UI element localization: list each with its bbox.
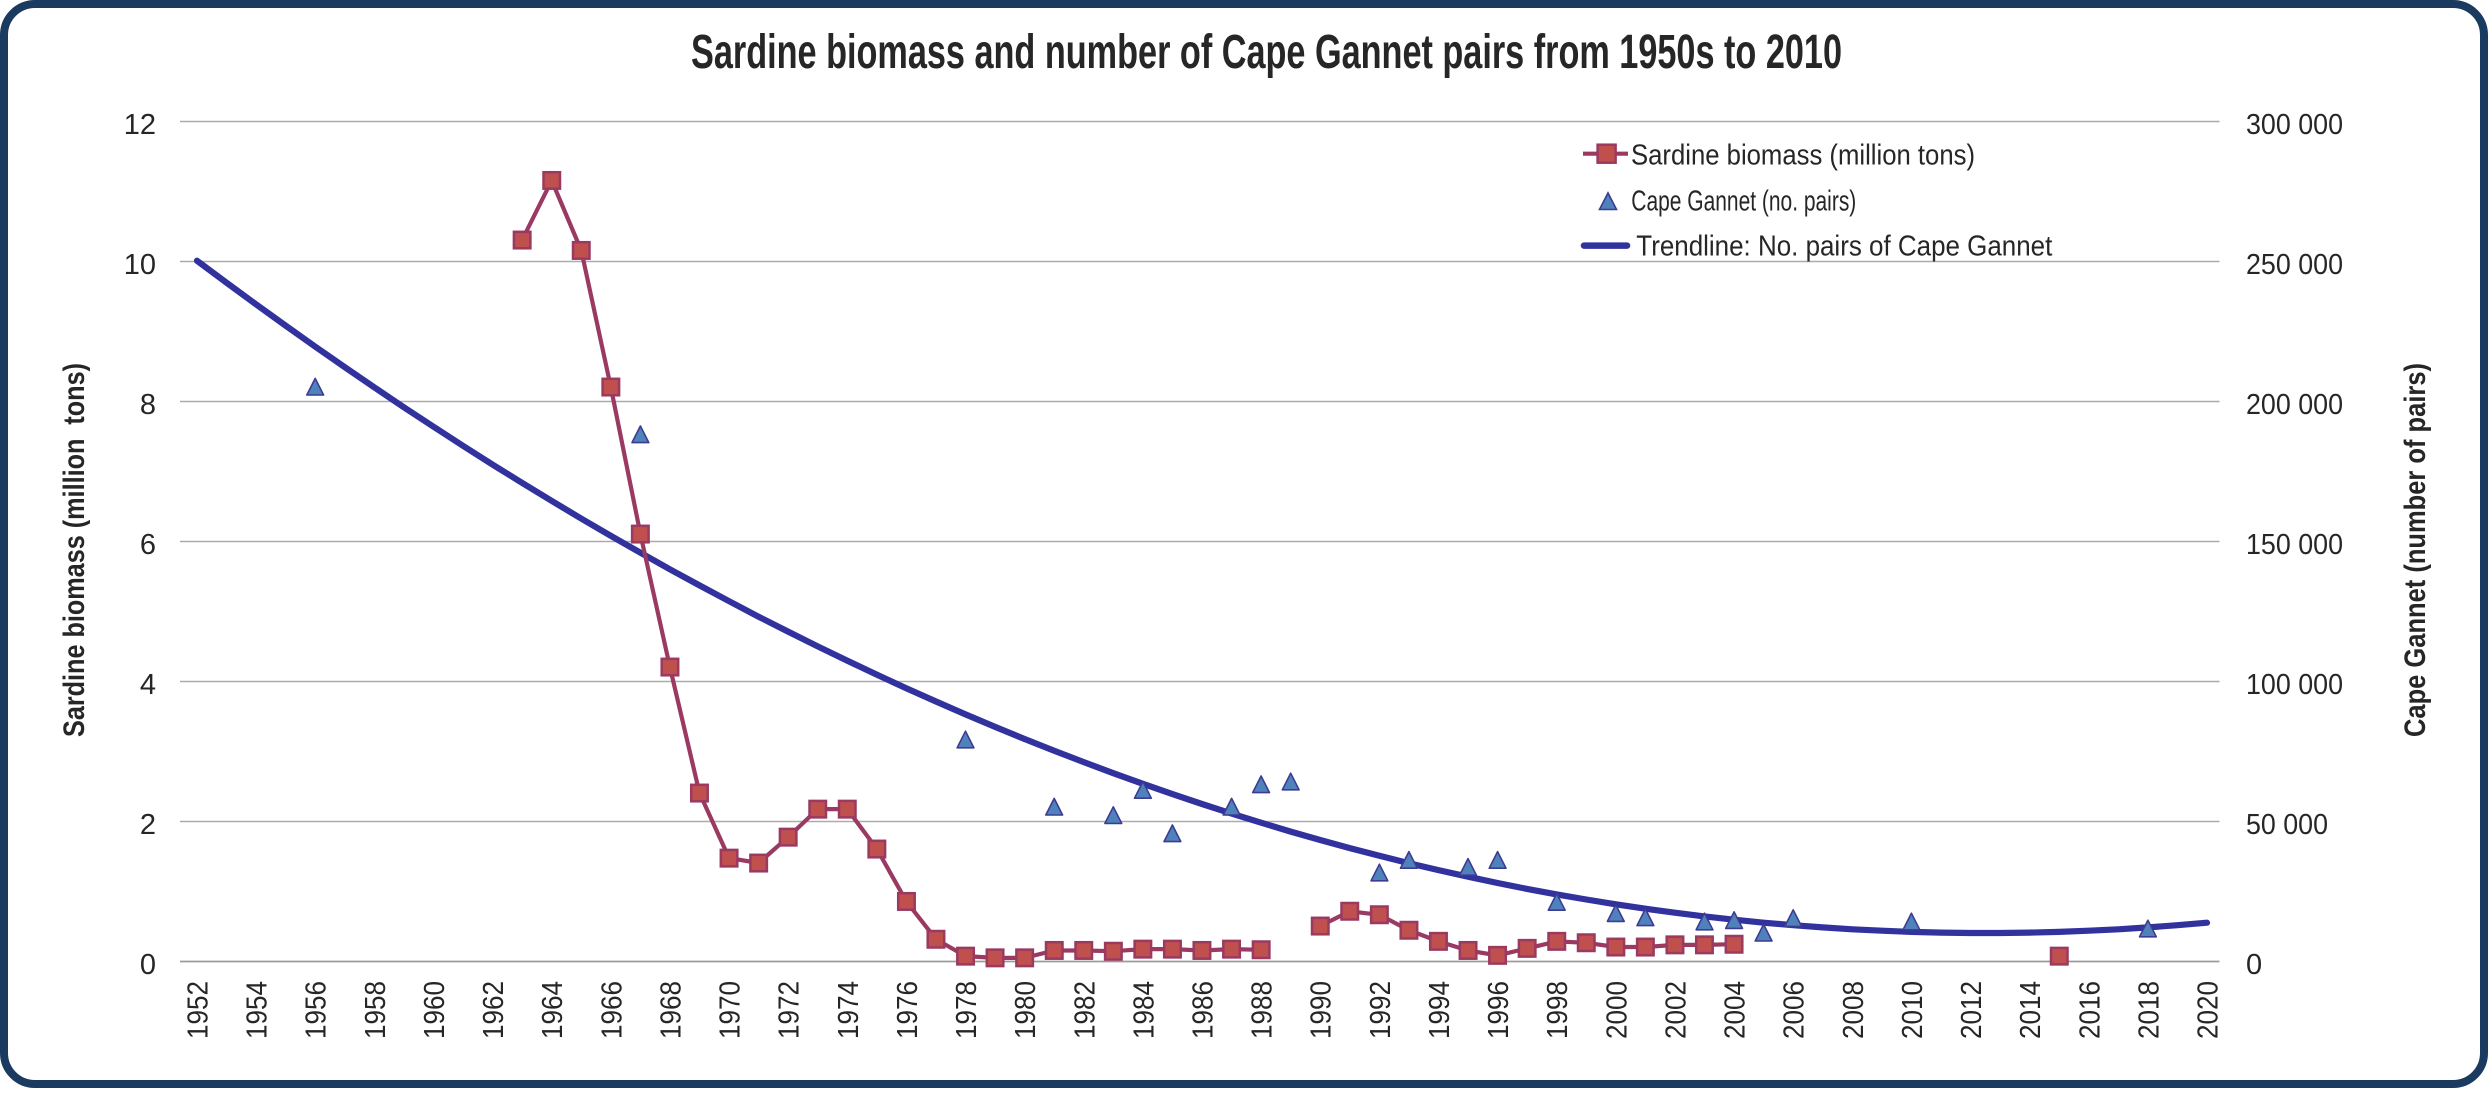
svg-text:1972: 1972 [774,981,806,1039]
svg-text:1956: 1956 [301,981,333,1039]
svg-text:1992: 1992 [1365,981,1397,1039]
svg-text:2000: 2000 [1601,981,1633,1039]
svg-text:2002: 2002 [1660,981,1692,1039]
svg-text:0: 0 [140,949,156,981]
svg-text:0: 0 [2246,949,2262,981]
svg-text:1980: 1980 [1010,981,1042,1039]
svg-text:300 000: 300 000 [2246,109,2343,141]
svg-text:1994: 1994 [1424,981,1456,1039]
svg-text:1960: 1960 [419,981,451,1039]
svg-text:1958: 1958 [360,981,392,1039]
svg-text:100 000: 100 000 [2246,669,2343,701]
svg-text:1976: 1976 [892,981,924,1039]
svg-text:1966: 1966 [596,981,628,1039]
svg-text:12: 12 [124,109,156,141]
svg-text:2012: 2012 [1956,981,1988,1039]
svg-text:1974: 1974 [833,981,865,1039]
svg-text:2020: 2020 [2193,981,2225,1039]
svg-text:2014: 2014 [2015,981,2047,1039]
svg-text:1968: 1968 [655,981,687,1039]
svg-text:Cape Gannet (number of pairs): Cape Gannet (number of pairs) [2399,363,2432,737]
svg-text:1952: 1952 [183,981,215,1039]
svg-text:1996: 1996 [1483,981,1515,1039]
svg-text:2008: 2008 [1838,981,1870,1039]
svg-text:50 000: 50 000 [2246,809,2328,841]
svg-text:Cape Gannet (no. pairs): Cape Gannet (no. pairs) [1631,185,1856,217]
svg-text:2016: 2016 [2074,981,2106,1039]
svg-text:1954: 1954 [242,981,274,1039]
svg-text:1970: 1970 [715,981,747,1039]
svg-text:2: 2 [140,809,156,841]
svg-text:1982: 1982 [1069,981,1101,1039]
svg-text:Sardine biomass and number of: Sardine biomass and number of Cape Ganne… [691,26,1842,79]
svg-text:Sardine biomass (million tons: Sardine biomass (million tons) [58,363,91,737]
svg-text:Trendline: No. pairs of Cape G: Trendline: No. pairs of Cape Gannet [1636,231,2052,263]
svg-text:4: 4 [140,669,156,701]
svg-text:2004: 2004 [1720,981,1752,1039]
svg-text:1964: 1964 [537,981,569,1039]
svg-text:Sardine biomass (million tons): Sardine biomass (million tons) [1631,140,1975,172]
svg-text:150 000: 150 000 [2246,529,2343,561]
svg-text:2006: 2006 [1779,981,1811,1039]
svg-text:200 000: 200 000 [2246,389,2343,421]
svg-text:6: 6 [140,529,156,561]
svg-text:2018: 2018 [2133,981,2165,1039]
svg-text:1978: 1978 [951,981,983,1039]
svg-text:1988: 1988 [1247,981,1279,1039]
svg-text:2010: 2010 [1897,981,1929,1039]
svg-text:1998: 1998 [1542,981,1574,1039]
svg-text:1986: 1986 [1188,981,1220,1039]
svg-text:8: 8 [140,389,156,421]
svg-text:250 000: 250 000 [2246,249,2343,281]
svg-text:10: 10 [124,249,156,281]
svg-text:1962: 1962 [478,981,510,1039]
svg-text:1984: 1984 [1128,981,1160,1039]
svg-text:1990: 1990 [1306,981,1338,1039]
